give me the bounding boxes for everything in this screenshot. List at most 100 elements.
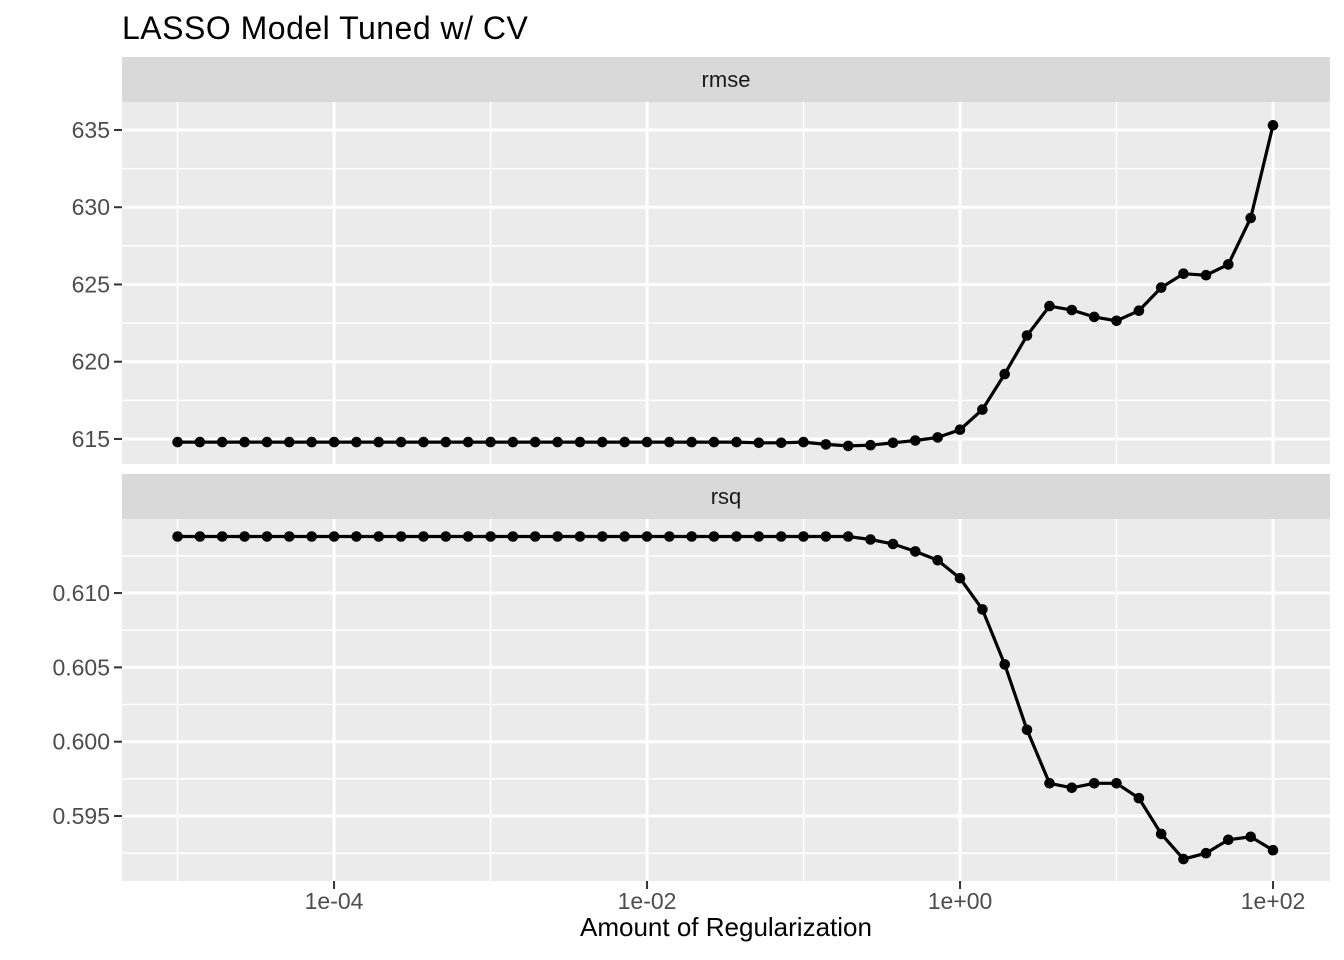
x-tick-label: 1e+00 bbox=[928, 888, 993, 914]
rsq-point bbox=[239, 531, 250, 542]
rmse-point bbox=[597, 436, 608, 448]
rmse-point bbox=[261, 436, 273, 448]
rmse-point bbox=[1021, 330, 1033, 341]
rmse-point bbox=[395, 436, 407, 448]
rsq-point bbox=[977, 604, 988, 615]
rmse-point bbox=[1088, 311, 1100, 323]
x-axis-title: Amount of Regularization bbox=[580, 912, 872, 942]
rmse-point bbox=[440, 436, 452, 448]
rmse-point bbox=[328, 436, 340, 448]
rsq-point bbox=[1223, 834, 1234, 846]
rmse-point bbox=[418, 436, 429, 448]
rmse-point bbox=[462, 436, 474, 448]
rmse-point bbox=[507, 436, 519, 448]
y-tick-label: 0.595 bbox=[52, 803, 110, 829]
rmse-point bbox=[172, 436, 183, 448]
y-tick-label: 630 bbox=[72, 194, 110, 220]
rmse-point bbox=[485, 436, 496, 448]
rmse-point bbox=[574, 436, 586, 448]
rmse-point bbox=[999, 368, 1010, 380]
rmse-point bbox=[932, 432, 943, 443]
rmse-point bbox=[954, 424, 966, 436]
rmse-point bbox=[552, 436, 563, 448]
y-tick-label: 625 bbox=[72, 271, 110, 297]
rsq-point bbox=[351, 531, 362, 542]
rsq-point bbox=[1267, 844, 1279, 856]
rsq-point bbox=[574, 531, 586, 542]
rsq-point bbox=[708, 531, 720, 542]
rsq-point bbox=[1088, 778, 1100, 789]
rmse-point bbox=[529, 436, 541, 448]
rsq-point bbox=[1245, 831, 1256, 843]
rmse-point bbox=[239, 436, 250, 448]
rsq-panel bbox=[122, 519, 1330, 881]
rsq-point bbox=[1178, 853, 1189, 865]
rmse-point bbox=[887, 437, 899, 449]
rmse-point bbox=[216, 436, 228, 448]
rmse-point bbox=[1178, 268, 1189, 280]
rsq-point bbox=[395, 531, 407, 542]
rmse-point bbox=[1245, 212, 1256, 224]
rsq-point bbox=[194, 531, 206, 542]
rmse-point bbox=[1267, 120, 1279, 131]
rmse-point bbox=[977, 404, 988, 415]
rsq-point bbox=[910, 546, 921, 557]
facet-strip-rmse: rmse bbox=[122, 57, 1330, 102]
facet-strip-label-rmse: rmse bbox=[701, 66, 751, 92]
facet-strip-rsq: rsq bbox=[122, 474, 1330, 519]
rsq-point bbox=[552, 531, 563, 542]
rmse-point bbox=[1044, 300, 1055, 312]
rsq-point bbox=[999, 659, 1010, 670]
x-tick-label: 1e-04 bbox=[305, 888, 364, 914]
rmse-point bbox=[351, 436, 362, 448]
x-tick-label: 1e-02 bbox=[618, 888, 677, 914]
rsq-point bbox=[1111, 778, 1122, 789]
rsq-point bbox=[529, 531, 541, 542]
rsq-point bbox=[597, 531, 608, 542]
y-tick-label: 620 bbox=[72, 349, 110, 375]
rsq-point bbox=[753, 531, 765, 542]
rsq-point bbox=[664, 531, 675, 542]
rsq-point bbox=[261, 531, 273, 542]
rmse-point bbox=[708, 436, 720, 448]
rsq-point bbox=[1021, 724, 1033, 736]
rmse-point bbox=[775, 437, 787, 449]
rsq-point bbox=[686, 531, 697, 542]
plot-title: LASSO Model Tuned w/ CV bbox=[122, 10, 529, 46]
rsq-point bbox=[328, 531, 340, 542]
rsq-point bbox=[1200, 847, 1212, 859]
rmse-point bbox=[842, 440, 854, 452]
rsq-point bbox=[775, 531, 787, 542]
rmse-point bbox=[641, 436, 653, 448]
rmse-point bbox=[1200, 269, 1212, 281]
rmse-point bbox=[664, 436, 675, 448]
rmse-point bbox=[753, 437, 765, 449]
facet-strip-label-rsq: rsq bbox=[710, 483, 742, 509]
rmse-point bbox=[1155, 282, 1167, 293]
rsq-point bbox=[1155, 828, 1167, 840]
rsq-point bbox=[216, 531, 228, 542]
rmse-point bbox=[731, 436, 742, 448]
rmse-point bbox=[910, 435, 921, 446]
rmse-point bbox=[284, 436, 295, 448]
x-tick-label: 1e+02 bbox=[1241, 888, 1306, 914]
rsq-point bbox=[932, 555, 943, 566]
rsq-point bbox=[485, 531, 496, 542]
rsq-point bbox=[440, 531, 452, 542]
y-tick-label: 615 bbox=[72, 426, 110, 452]
rsq-point bbox=[284, 531, 295, 542]
rsq-point bbox=[954, 572, 966, 584]
rmse-point bbox=[194, 436, 206, 448]
y-tick-label: 0.600 bbox=[52, 729, 110, 755]
rmse-point bbox=[1133, 305, 1145, 317]
rsq-point bbox=[798, 531, 809, 542]
rsq-point bbox=[373, 531, 385, 542]
rsq-point bbox=[306, 531, 318, 542]
rmse-point bbox=[820, 439, 832, 450]
rmse-point bbox=[1111, 315, 1122, 327]
rsq-line bbox=[177, 534, 1274, 861]
rsq-point bbox=[619, 531, 630, 542]
y-tick-label: 0.605 bbox=[52, 654, 110, 680]
rsq-point bbox=[1044, 778, 1055, 789]
